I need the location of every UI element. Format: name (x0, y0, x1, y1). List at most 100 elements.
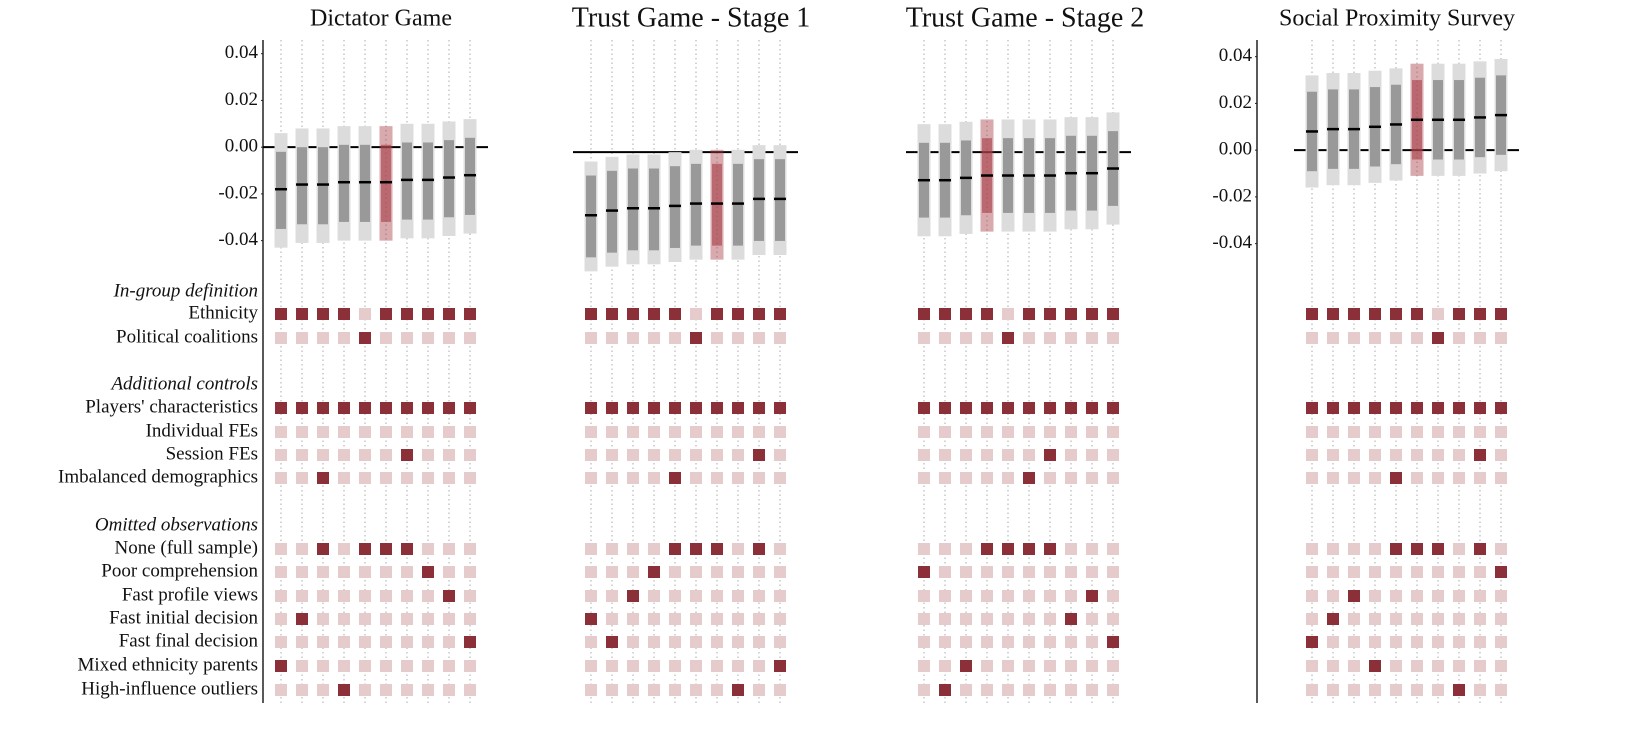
indicator (422, 613, 434, 625)
indicator (1453, 332, 1465, 344)
indicator (275, 308, 287, 320)
indicator (711, 472, 723, 484)
indicator (606, 402, 618, 414)
indicator (380, 636, 392, 648)
indicator (1107, 684, 1119, 696)
indicator (296, 332, 308, 344)
indicator (1495, 449, 1507, 461)
indicator (981, 590, 993, 602)
indicator (296, 590, 308, 602)
indicator (1002, 636, 1014, 648)
indicator (464, 308, 476, 320)
indicator (981, 660, 993, 672)
indicator (753, 543, 765, 555)
indicator (939, 636, 951, 648)
indicator (1348, 402, 1360, 414)
indicator (1002, 332, 1014, 344)
indicator (317, 402, 329, 414)
indicator (1453, 472, 1465, 484)
indicator (443, 308, 455, 320)
indicator (1023, 590, 1035, 602)
indicator (627, 636, 639, 648)
indicator (338, 660, 350, 672)
indicator (275, 332, 287, 344)
indicator (753, 636, 765, 648)
indicator (711, 613, 723, 625)
indicator (1002, 449, 1014, 461)
indicator (1432, 332, 1444, 344)
indicator (1327, 684, 1339, 696)
indicator (1002, 543, 1014, 555)
indicator (338, 613, 350, 625)
indicator (1107, 308, 1119, 320)
indicator (774, 308, 786, 320)
y-tick-label: 0.02 (225, 89, 258, 110)
indicator (960, 402, 972, 414)
indicator (1390, 613, 1402, 625)
indicator (1390, 402, 1402, 414)
indicator (1086, 566, 1098, 578)
indicator (918, 684, 930, 696)
indicator (1390, 684, 1402, 696)
indicator (939, 590, 951, 602)
indicator (1474, 332, 1486, 344)
indicator (1086, 426, 1098, 438)
indicator (1348, 684, 1360, 696)
indicator (317, 636, 329, 648)
indicator (690, 543, 702, 555)
indicator (939, 426, 951, 438)
indicator (1432, 660, 1444, 672)
indicator (1327, 590, 1339, 602)
indicator (464, 426, 476, 438)
indicator (1369, 472, 1381, 484)
indicator (1432, 590, 1444, 602)
indicator (401, 402, 413, 414)
indicator (1453, 636, 1465, 648)
indicator (1369, 449, 1381, 461)
indicator (1327, 308, 1339, 320)
indicator (669, 684, 681, 696)
indicator (380, 332, 392, 344)
indicator (918, 636, 930, 648)
indicator (1411, 402, 1423, 414)
indicator (585, 590, 597, 602)
indicator (1306, 332, 1318, 344)
indicator (1065, 566, 1077, 578)
indicator (1495, 590, 1507, 602)
indicator (1495, 426, 1507, 438)
indicator (1023, 402, 1035, 414)
indicator (317, 590, 329, 602)
indicator (1390, 660, 1402, 672)
indicator (606, 660, 618, 672)
indicator (380, 613, 392, 625)
indicator (1065, 660, 1077, 672)
indicator (606, 472, 618, 484)
indicator (711, 660, 723, 672)
panel-title: Social Proximity Survey (1279, 6, 1515, 32)
indicator (1495, 472, 1507, 484)
indicator (627, 332, 639, 344)
indicator (1348, 449, 1360, 461)
indicator (380, 660, 392, 672)
indicator (1044, 613, 1056, 625)
indicator (732, 426, 744, 438)
indicator (359, 472, 371, 484)
y-tick-label: 0.02 (1219, 92, 1252, 113)
indicator (296, 613, 308, 625)
indicator (422, 590, 434, 602)
indicator (422, 566, 434, 578)
indicator (401, 472, 413, 484)
indicator (380, 402, 392, 414)
indicator (317, 566, 329, 578)
indicator (669, 308, 681, 320)
indicator (1306, 449, 1318, 461)
indicator (1411, 636, 1423, 648)
indicator (1348, 543, 1360, 555)
indicator (774, 449, 786, 461)
indicator (1065, 636, 1077, 648)
indicator (275, 566, 287, 578)
indicator (401, 613, 413, 625)
indicator (669, 636, 681, 648)
row-label: Political coalitions (116, 326, 258, 347)
indicator (338, 449, 350, 461)
